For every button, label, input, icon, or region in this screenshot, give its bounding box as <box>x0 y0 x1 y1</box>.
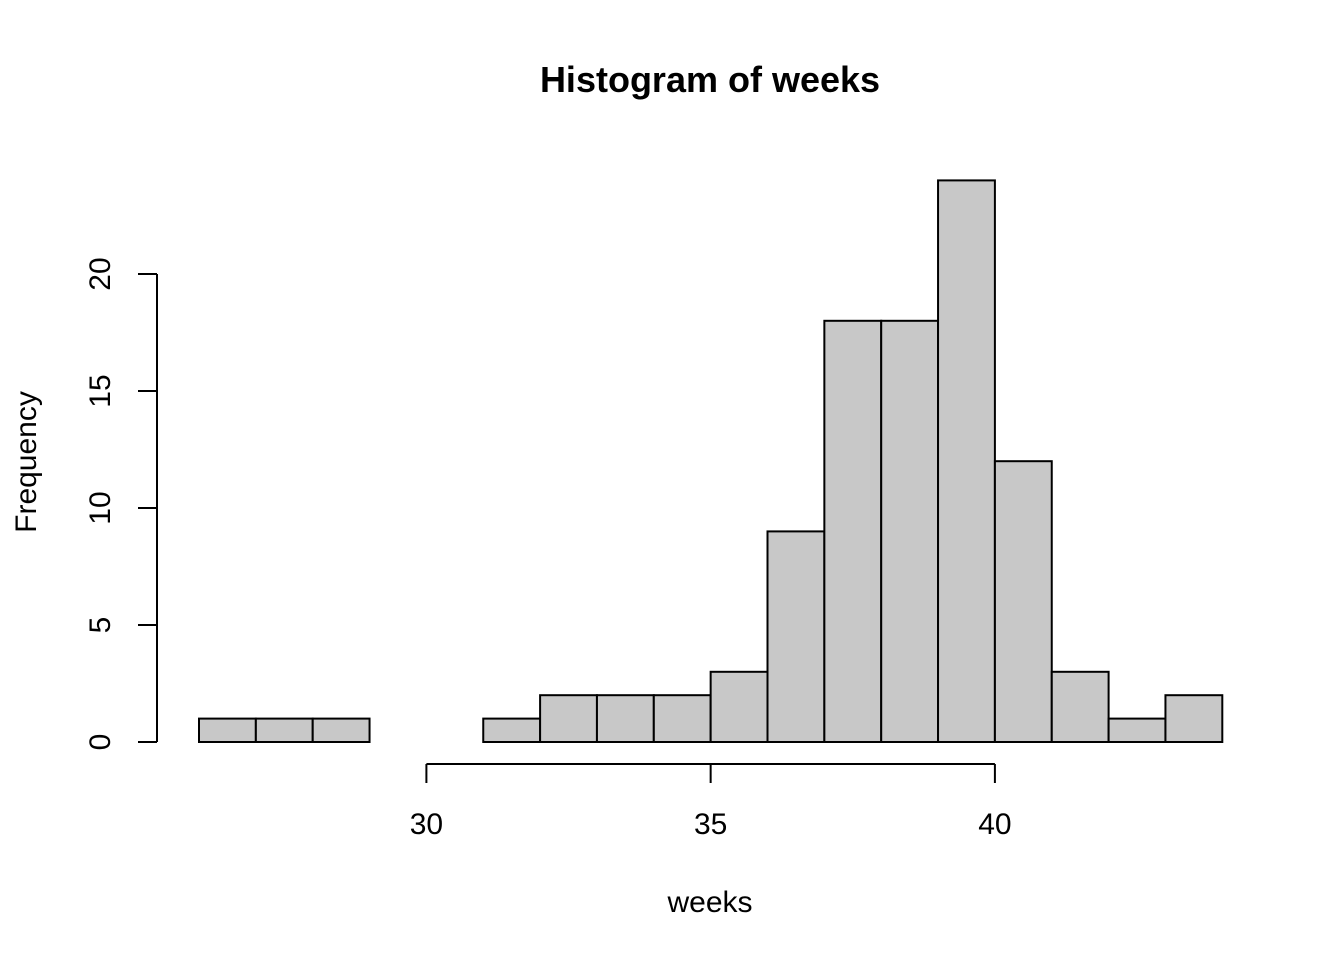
histogram-bar-6 <box>539 694 598 744</box>
histogram-bar-14 <box>993 460 1053 743</box>
y-tick-label-20: 20 <box>84 257 117 290</box>
histogram-bar-15 <box>1050 670 1110 743</box>
histogram-bar-17 <box>1164 694 1224 744</box>
histogram-bar-7 <box>595 694 655 744</box>
histogram-bar-12 <box>880 319 940 743</box>
histogram-bar-9 <box>709 670 769 743</box>
y-tick-label-0: 0 <box>84 734 117 751</box>
y-tick-label-15: 15 <box>84 374 117 407</box>
x-axis: 30 35 40 <box>410 763 1012 841</box>
y-tick-label-10: 10 <box>84 491 117 524</box>
y-axis: 0 5 10 15 20 <box>84 257 158 751</box>
histogram-bar-10 <box>766 530 826 744</box>
x-axis-label: weeks <box>666 886 752 919</box>
y-tick-label-5: 5 <box>84 617 117 634</box>
x-tick-label-40: 40 <box>978 808 1011 841</box>
chart-title: Histogram of weeks <box>540 59 880 100</box>
x-tick-label-35: 35 <box>694 808 727 841</box>
histogram-bar-2 <box>311 717 371 743</box>
y-axis-label: Frequency <box>10 391 43 533</box>
x-tick-label-30: 30 <box>410 808 443 841</box>
histogram-bar-16 <box>1107 717 1167 743</box>
histogram-bar-8 <box>652 694 712 744</box>
histogram-bar-11 <box>823 319 883 743</box>
histogram-bar-0 <box>198 717 257 743</box>
histogram-bar-1 <box>254 717 314 743</box>
bars-group <box>198 179 1224 744</box>
histogram-bar-5 <box>482 717 542 743</box>
histogram-bar-13 <box>937 179 996 743</box>
